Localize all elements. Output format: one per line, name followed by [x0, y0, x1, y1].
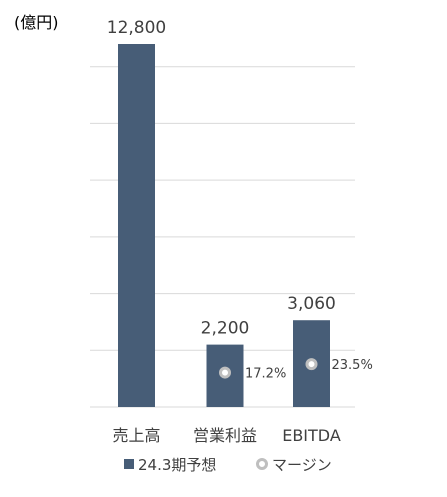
- margin-markers: 17.2% 23.5%: [219, 358, 373, 382]
- bar-value-label: 2,200: [201, 319, 250, 339]
- legend-label-forecast: 24.3期予想: [138, 456, 216, 474]
- bar-value-label: 3,060: [287, 294, 336, 314]
- category-label: 営業利益: [193, 426, 257, 445]
- bar-value-label: 12,800: [107, 18, 166, 38]
- legend-label-margin: マージン: [272, 456, 332, 474]
- category-label: EBITDA: [282, 426, 341, 445]
- legend-swatch-forecast: [124, 459, 134, 469]
- bars: [118, 44, 330, 407]
- margin-value-label: 17.2%: [245, 367, 286, 382]
- bar-value-labels: 12,800 2,200 3,060: [107, 18, 336, 339]
- legend-marker-margin: [256, 458, 268, 470]
- bar: [118, 44, 155, 407]
- margin-marker: [219, 366, 231, 379]
- unit-label: (億円): [14, 13, 59, 32]
- category-label: 売上高: [112, 426, 160, 445]
- legend: 24.3期予想 マージン: [124, 456, 332, 474]
- margin-value-label: 23.5%: [332, 358, 373, 373]
- category-labels: 売上高 営業利益 EBITDA: [112, 426, 340, 445]
- margin-marker: [305, 358, 318, 371]
